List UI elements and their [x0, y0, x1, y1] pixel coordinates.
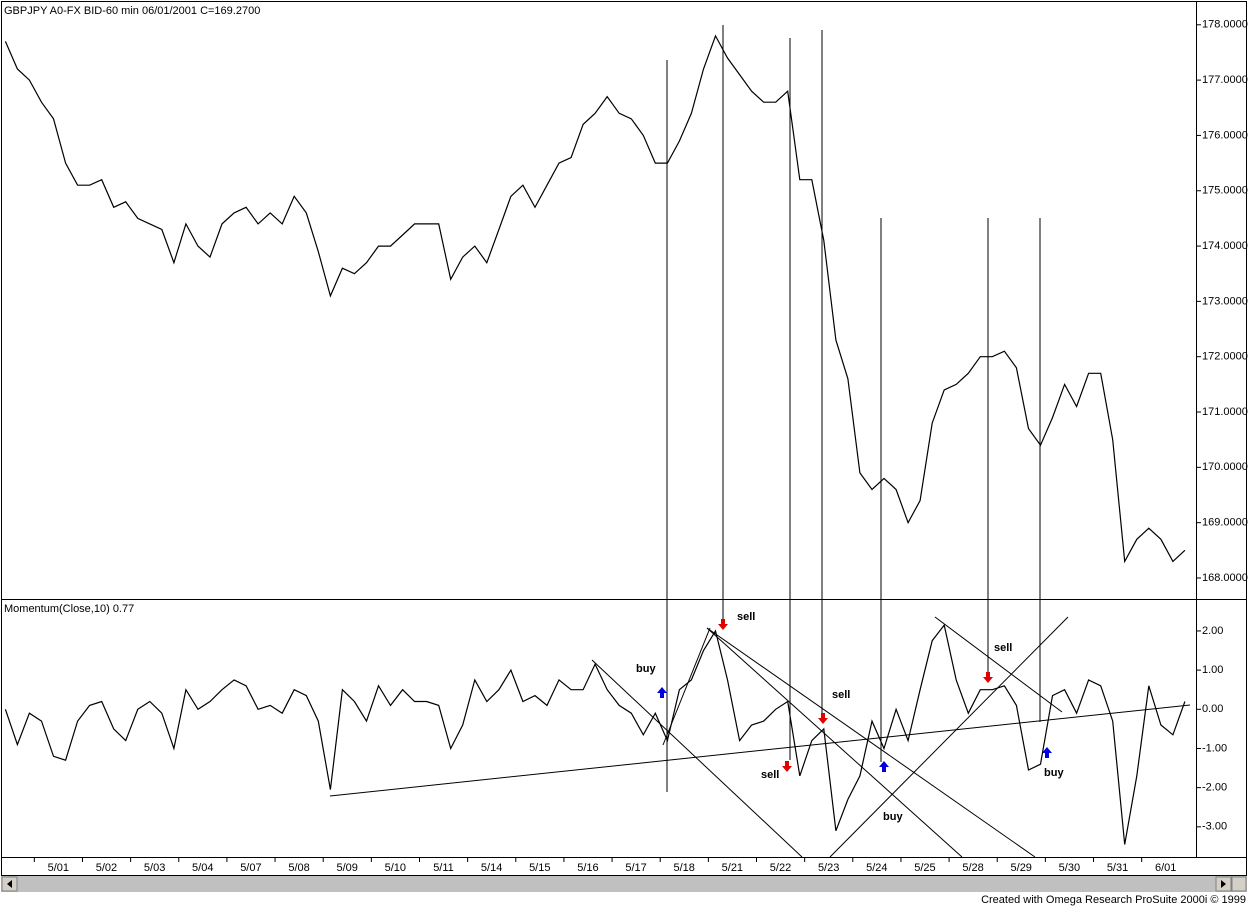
y-tick-label: -2.00 [1202, 782, 1227, 794]
y-tick-label: -1.00 [1202, 742, 1227, 754]
trend-lines [329, 616, 1191, 858]
x-tick-label: 5/14 [481, 862, 502, 874]
x-tick-label: 5/31 [1107, 862, 1128, 874]
data-line [4, 34, 1186, 564]
x-tick-label: 5/29 [1011, 862, 1032, 874]
x-tick-label: 5/28 [962, 862, 983, 874]
annotation: sell [761, 769, 779, 781]
scrollbar [1, 876, 1247, 892]
trend-line [591, 659, 803, 858]
x-tick-label: 5/23 [818, 862, 839, 874]
y-tick-label: 175.0000 [1202, 185, 1248, 197]
x-tick-label: 5/02 [96, 862, 117, 874]
buy-arrow [657, 687, 667, 698]
y-tick-label: 170.0000 [1202, 461, 1248, 473]
price-title: GBPJPY A0-FX BID-60 min 06/01/2001 C=169… [4, 5, 260, 17]
annotation: sell [994, 642, 1012, 654]
scroll-track [1, 876, 1247, 892]
momentum-title: Momentum(Close,10) 0.77 [4, 603, 134, 615]
annotation: sell [737, 611, 755, 623]
y-tick-label: 173.0000 [1202, 295, 1248, 307]
annotation: sell [832, 689, 850, 701]
x-tick-label: 5/25 [914, 862, 935, 874]
sell-arrow [983, 672, 993, 683]
x-tick-label: 5/08 [288, 862, 309, 874]
x-tick-label: 5/10 [385, 862, 406, 874]
x-tick-label: 5/21 [722, 862, 743, 874]
scroll-left-icon [7, 880, 12, 888]
annotation: buy [883, 811, 903, 823]
data-line [4, 623, 1186, 845]
y-tick-label: 168.0000 [1202, 572, 1248, 584]
trend-line [706, 627, 1036, 858]
y-tick-label: 176.0000 [1202, 129, 1248, 141]
scroll-right-icon [1221, 880, 1226, 888]
sell-arrow [718, 619, 728, 630]
sell-arrow [782, 761, 792, 772]
x-tick-label: 6/01 [1155, 862, 1176, 874]
trend-line [829, 616, 1069, 858]
trend-line [934, 616, 1063, 713]
x-tick-label: 5/11 [433, 862, 454, 874]
x-tick-label: 5/16 [577, 862, 598, 874]
x-tick-label: 5/09 [336, 862, 357, 874]
x-tick-label: 5/22 [770, 862, 791, 874]
y-tick-label: 0.00 [1202, 703, 1223, 715]
annotation: buy [636, 663, 656, 675]
y-tick-label: 2.00 [1202, 625, 1223, 637]
x-tick-label: 5/18 [674, 862, 695, 874]
x-tick-label: 5/24 [866, 862, 887, 874]
x-tick-label: 5/04 [192, 862, 213, 874]
sell-arrow [818, 713, 828, 724]
buy-arrow [1042, 747, 1052, 758]
x-tick-label: 5/01 [48, 862, 69, 874]
y-tick-label: -3.00 [1202, 821, 1227, 833]
y-tick-label: 1.00 [1202, 664, 1223, 676]
trend-line [329, 704, 1191, 797]
annotation: buy [1044, 767, 1064, 779]
y-tick-label: 172.0000 [1202, 351, 1248, 363]
y-tick-label: 174.0000 [1202, 240, 1248, 252]
y-tick-label: 171.0000 [1202, 406, 1248, 418]
y-tick-label: 178.0000 [1202, 19, 1248, 31]
frame [1, 1, 1247, 876]
x-tick-label: 5/03 [144, 862, 165, 874]
event-lines [666, 25, 1041, 792]
signal-arrows [657, 619, 1052, 772]
footer: Created with Omega Research ProSuite 200… [981, 894, 1246, 906]
y-tick-label: 177.0000 [1202, 74, 1248, 86]
x-tick-label: 5/30 [1059, 862, 1080, 874]
y-tick-label: 169.0000 [1202, 517, 1248, 529]
trend-line [706, 627, 963, 858]
buy-arrow [879, 761, 889, 772]
x-tick-label: 5/07 [240, 862, 261, 874]
scroll-thumb[interactable] [1231, 876, 1247, 892]
x-tick-label: 5/17 [625, 862, 646, 874]
x-tick-label: 5/15 [529, 862, 550, 874]
